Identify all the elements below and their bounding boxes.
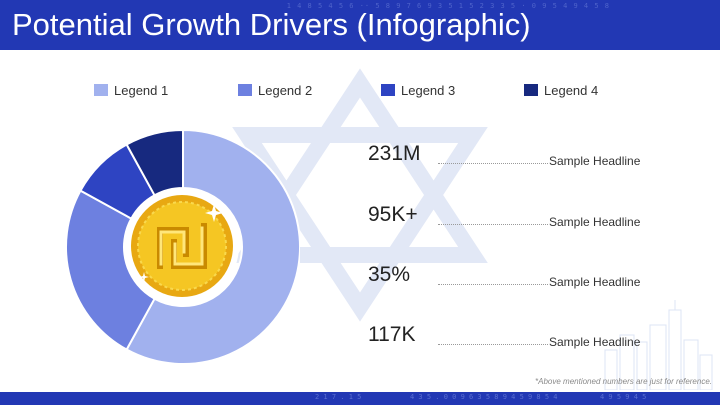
footnote: *Above mentioned numbers are just for re… <box>535 377 712 386</box>
legend-swatch <box>524 84 538 96</box>
stat-value: 117K <box>368 323 416 346</box>
legend-swatch <box>238 84 252 96</box>
header-decoration-text: 1 4 8 5 4 5 6 ·· 5 8 9 7 6 9 3 5 1 5 2 3… <box>286 2 610 10</box>
leader-dots <box>438 344 548 345</box>
stat-label: Sample Headline <box>549 215 641 229</box>
leader-dots <box>438 224 548 225</box>
footer-decoration-text: 4 3 5 . 0 0 9 6 3 5 8 9 4 5 9 8 5 4 <box>410 393 558 401</box>
footer-decoration-text: 4 9 5 9 4 5 <box>600 393 647 401</box>
stat-label: Sample Headline <box>549 335 641 349</box>
legend-item: Legend 1 <box>94 82 168 98</box>
stat-row: 35% Sample Headline <box>368 263 668 293</box>
stat-value: 95K+ <box>368 203 418 226</box>
legend-label: Legend 1 <box>114 82 169 98</box>
legend-item: Legend 2 <box>238 82 312 98</box>
stat-row: 231M Sample Headline <box>368 142 668 172</box>
legend-label: Legend 4 <box>544 82 599 98</box>
donut-slice-1 <box>125 130 300 364</box>
stat-value: 35% <box>368 263 411 286</box>
footer-bar: 2 1 7 . 1 5 4 3 5 . 0 0 9 6 3 5 8 9 4 5 … <box>0 392 720 405</box>
legend-item: Legend 4 <box>524 82 598 98</box>
donut-slice-4 <box>125 130 184 197</box>
stat-row: 117K Sample Headline <box>368 323 668 353</box>
leader-dots <box>438 163 548 164</box>
stat-label: Sample Headline <box>549 154 641 168</box>
stat-value: 231M <box>368 142 421 165</box>
footer-decoration-text: 2 1 7 . 1 5 <box>315 393 362 401</box>
legend-item: Legend 3 <box>381 82 455 98</box>
donut-chart <box>66 130 300 364</box>
legend-label: Legend 3 <box>401 82 456 98</box>
legend-label: Legend 2 <box>258 82 313 98</box>
stat-row: 95K+ Sample Headline <box>368 203 668 233</box>
legend-swatch <box>381 84 395 96</box>
star-of-david-icon <box>232 68 488 322</box>
donut-slice-2 <box>66 189 156 351</box>
shekel-coin-icon <box>125 189 239 303</box>
page-title: Potential Growth Drivers (Infographic) <box>12 7 531 42</box>
chart-legend: Legend 1 Legend 2 Legend 3 Legend 4 <box>94 82 654 98</box>
stat-label: Sample Headline <box>549 275 641 289</box>
leader-dots <box>438 284 548 285</box>
title-bar: 1 4 8 5 4 5 6 ·· 5 8 9 7 6 9 3 5 1 5 2 3… <box>0 0 720 50</box>
city-skyline-icon <box>604 300 713 390</box>
legend-swatch <box>94 84 108 96</box>
